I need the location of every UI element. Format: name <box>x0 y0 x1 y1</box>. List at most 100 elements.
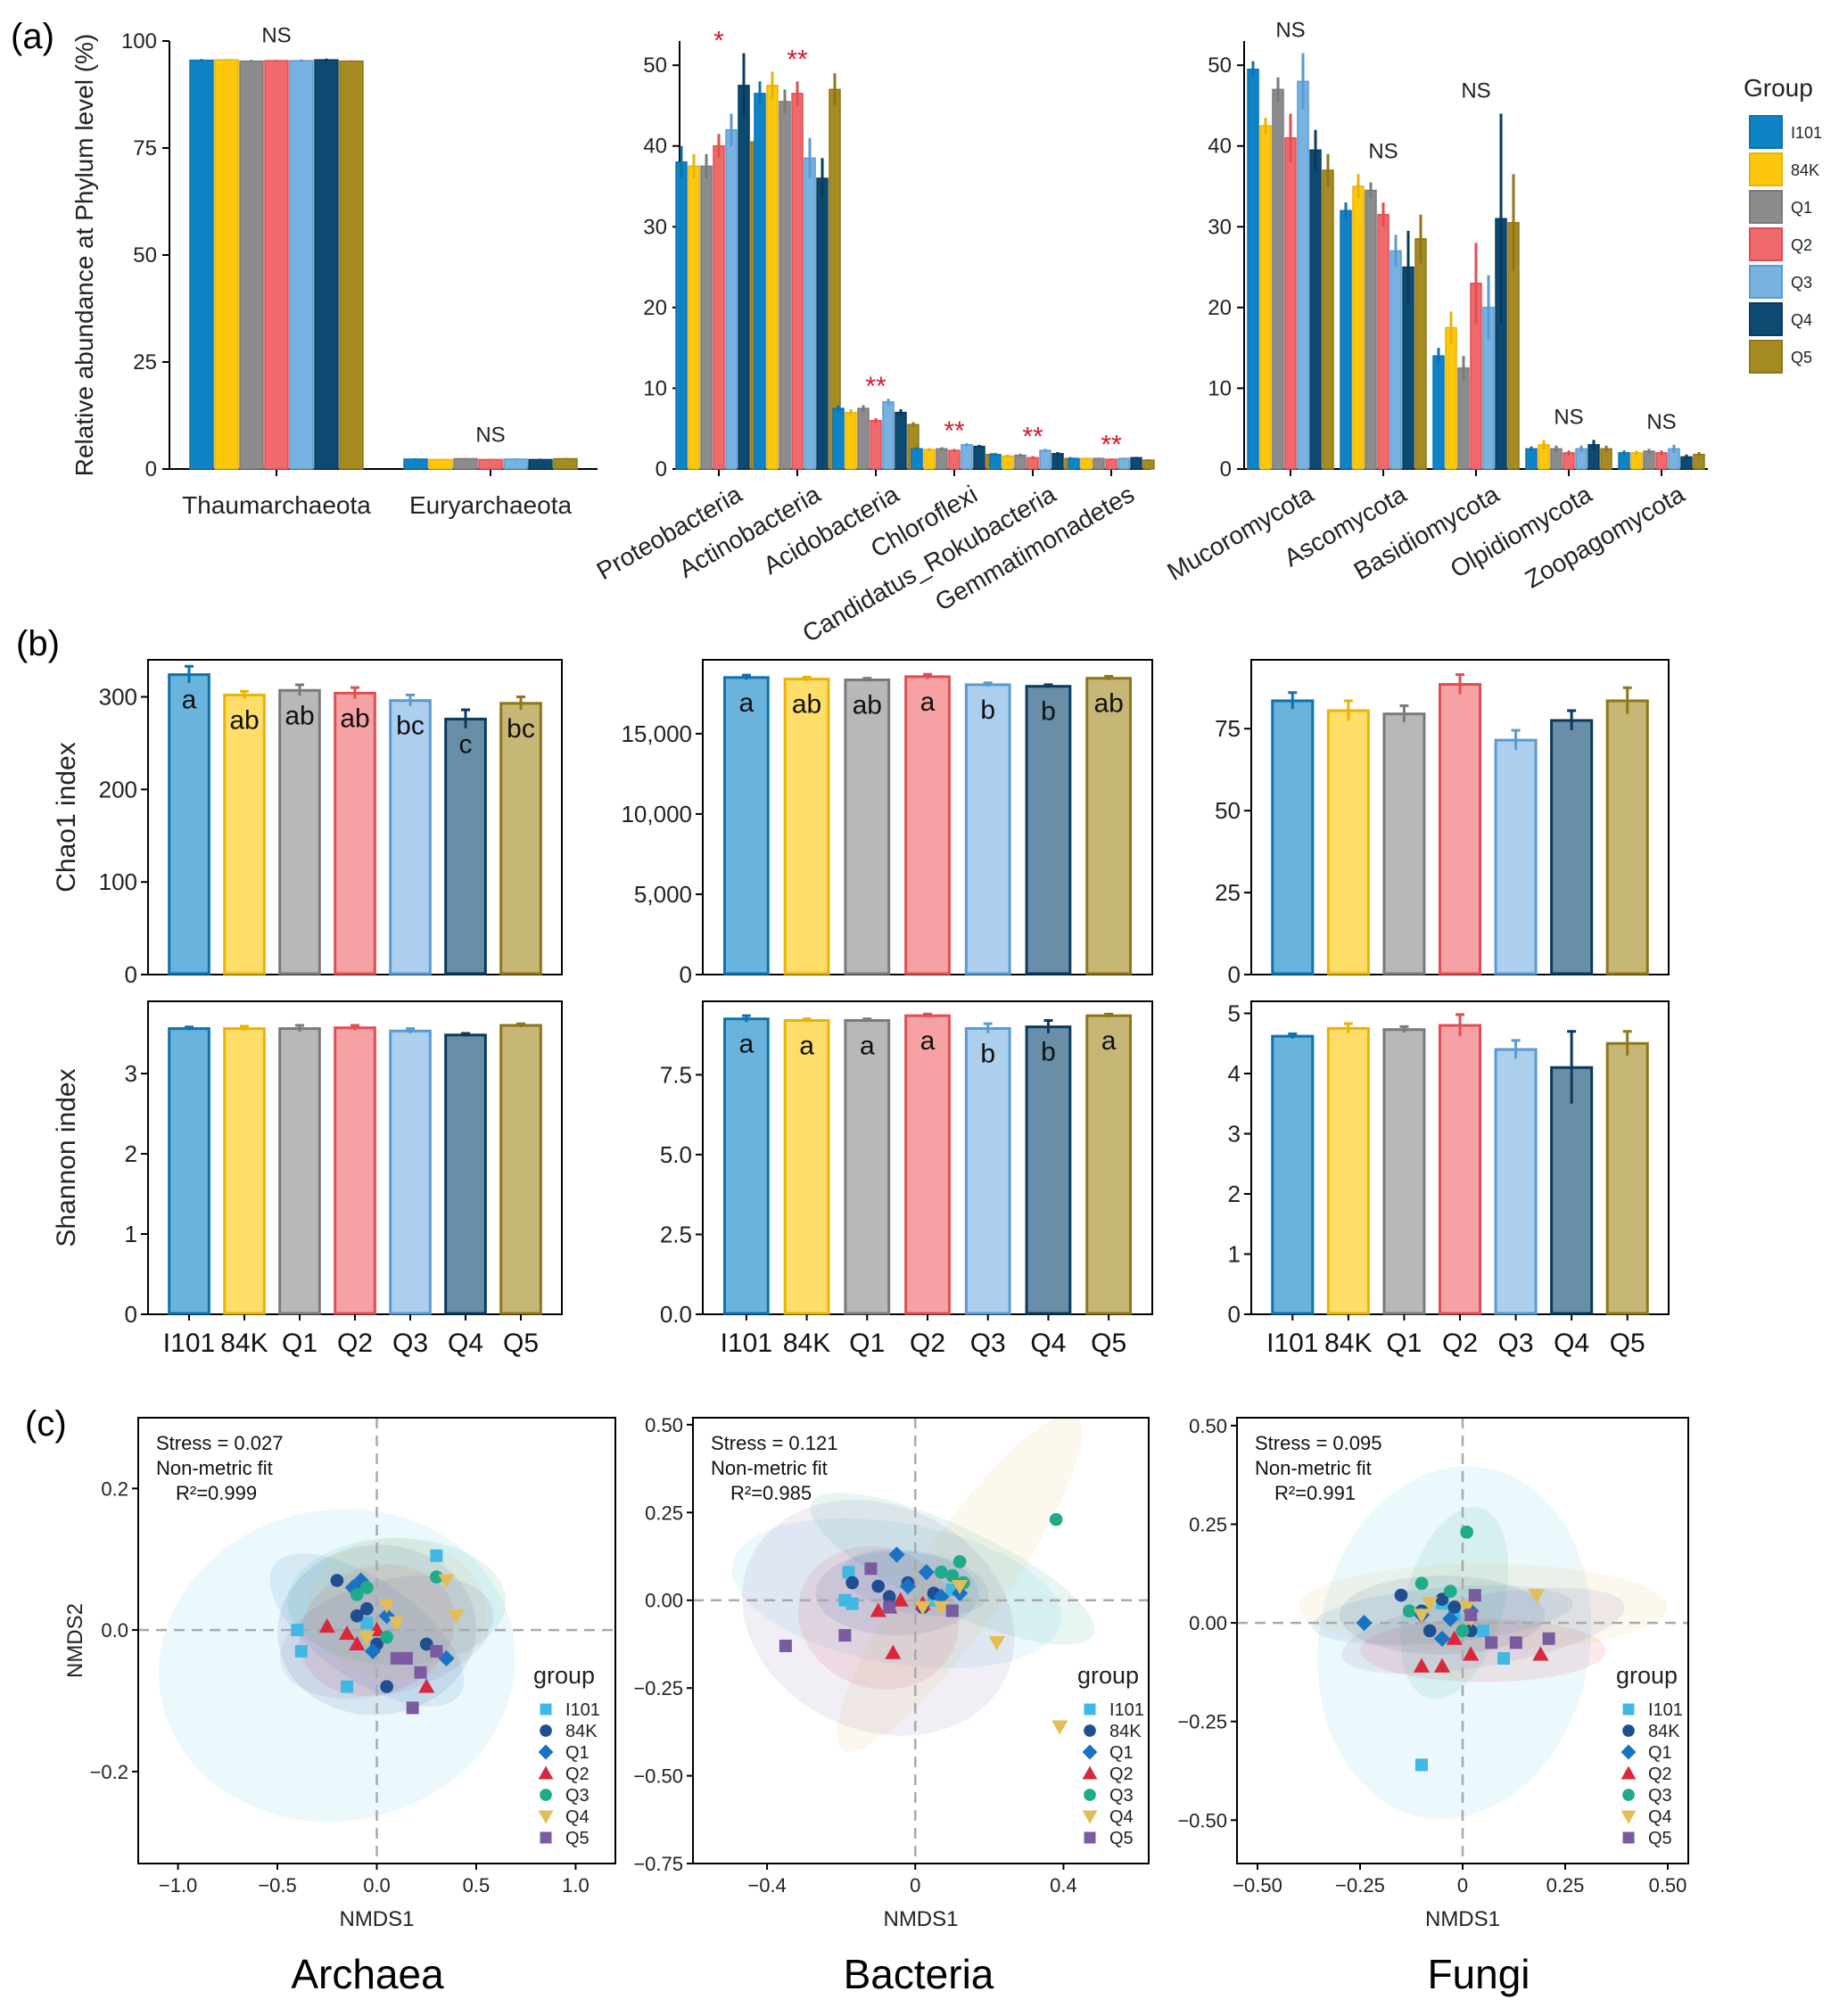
legend-label-q3: Q3 <box>1791 274 1812 292</box>
bar-olpidiomycota-i101 <box>1525 448 1538 470</box>
stress-annotation: Stress = 0.095 <box>1255 1432 1381 1454</box>
x-tick-label: 0.5 <box>463 1874 491 1897</box>
x-tick-label: −1.0 <box>159 1874 197 1897</box>
bar-gemmatimonadetes-q2 <box>1105 458 1117 470</box>
x-label-q4: Q4 <box>448 1329 483 1358</box>
bar-q1 <box>1382 712 1426 975</box>
y-tick-label: 50 <box>133 243 157 267</box>
plot-frame <box>692 1417 1150 1864</box>
bar-84k <box>223 1027 266 1315</box>
legend-marker-84k <box>1084 1724 1096 1737</box>
letter-label-q5: a <box>1101 1026 1117 1056</box>
point-q2 <box>885 1644 902 1659</box>
x-tick-label: −0.25 <box>1335 1874 1385 1897</box>
bar-acidobacteria-84k <box>845 411 857 470</box>
x-axis-title: NMDS1 <box>1425 1907 1500 1931</box>
ellipse-q3 <box>810 1493 1095 1645</box>
sig-label-olpidiomycota: NS <box>1554 405 1583 429</box>
x-tick-label: −0.4 <box>747 1874 786 1897</box>
fit-annotation: Non-metric fit <box>156 1457 273 1479</box>
point-i101 <box>430 1549 443 1562</box>
legend-marker-84k <box>540 1724 552 1737</box>
point-84k <box>360 1601 374 1616</box>
y-axis-title: Chao1 index <box>52 742 81 892</box>
x-label-euryarchaeota: Euryarchaeota <box>409 491 573 519</box>
x-label-q1: Q1 <box>1386 1329 1422 1358</box>
point-q5 <box>779 1639 792 1652</box>
bar-84k <box>783 1018 830 1315</box>
bar-q3 <box>1494 1048 1538 1315</box>
bar-chloroflexi-q3 <box>961 444 973 470</box>
bar-q3 <box>1494 738 1538 975</box>
chart-b6: 0 1 2 3 4 5 I101 84K Q1 Q2 Q3 Q4 Q5 <box>1228 1000 1670 1358</box>
letter-label-q2: a <box>920 1026 936 1056</box>
x-tick-label: 0 <box>910 1874 920 1897</box>
bar-acidobacteria-q1 <box>857 407 870 470</box>
bar-euryarchaeota-i101 <box>403 458 428 470</box>
y-tick-label: −0.50 <box>1177 1809 1227 1831</box>
bar-gemmatimonadetes-q1 <box>1093 457 1105 470</box>
bar-candidatus-rokubacteria-84k <box>1002 455 1014 470</box>
legend-label-84k: 84K <box>1109 1722 1142 1741</box>
legend-title: group <box>533 1662 595 1689</box>
y-tick-label: 0 <box>680 961 692 988</box>
y-tick-label: 0 <box>1228 961 1241 988</box>
point-84k <box>1394 1588 1408 1602</box>
bar-q5 <box>1605 699 1649 975</box>
plot-area <box>1237 1418 1688 1864</box>
legend-label-q1: Q1 <box>1648 1743 1672 1763</box>
letter-label-q1: ab <box>285 701 314 730</box>
x-label-q1: Q1 <box>282 1329 317 1358</box>
letter-label-q2: a <box>920 687 936 717</box>
y-tick-label: 25 <box>133 350 157 374</box>
legend-label-q5: Q5 <box>1109 1829 1134 1848</box>
y-tick-label: 0 <box>1220 457 1232 481</box>
legend-marker-i101 <box>540 1703 552 1716</box>
r2-annotation: R²=0.991 <box>1274 1482 1356 1504</box>
point-q5 <box>864 1562 878 1576</box>
bar-thaumarchaeota-q1 <box>239 60 264 470</box>
point-i101 <box>341 1680 354 1693</box>
bar-mucoromycota-q2 <box>1284 136 1297 470</box>
y-tick-label: 100 <box>99 868 137 895</box>
point-q3 <box>350 1588 364 1601</box>
bar-q2 <box>1438 1024 1482 1315</box>
panel-label-a: (a) <box>11 17 54 56</box>
y-tick-label: 3 <box>1228 1121 1241 1148</box>
x-tick-label: 0.50 <box>1649 1874 1687 1897</box>
point-i101 <box>842 1566 855 1579</box>
point-q2 <box>349 1635 366 1650</box>
y-tick-label: −0.75 <box>633 1853 683 1875</box>
chart-b4: 0 1 2 3 I101 84K Q1 Q2 Q3 Q4 Q5 Shannon index <box>52 1000 563 1358</box>
legend-marker-q2 <box>1620 1765 1637 1780</box>
sig-label-candidatus-rokubacteria: ** <box>1022 422 1043 451</box>
fit-annotation: Non-metric fit <box>1255 1457 1372 1479</box>
point-i101 <box>294 1644 308 1658</box>
x-tick-label: 0 <box>1457 1874 1468 1897</box>
bar-euryarchaeota-q5 <box>553 457 578 470</box>
legend-group: Group I101 84K Q1 Q2 Q3 Q4 Q5 <box>1744 74 1822 374</box>
ellipse-q5 <box>742 1500 1015 1736</box>
bar-proteobacteria-q3 <box>725 128 738 470</box>
x-label-q4: Q4 <box>1030 1329 1066 1358</box>
sig-label-zoopagomycota: NS <box>1646 410 1676 434</box>
point-q5 <box>945 1604 959 1617</box>
y-tick-label: 0.25 <box>1189 1513 1227 1535</box>
point-q2 <box>1463 1646 1480 1661</box>
bar-q2 <box>334 691 376 975</box>
point-q3 <box>1049 1512 1063 1526</box>
bar-q2 <box>334 1026 376 1315</box>
bar-q3 <box>964 683 1011 975</box>
y-tick-label: 0 <box>1228 1301 1241 1328</box>
bar-q4 <box>1025 685 1072 975</box>
letter-label-q5: ab <box>1093 689 1123 719</box>
point-q5 <box>390 1651 403 1665</box>
bar-q3 <box>389 699 432 975</box>
point-q4 <box>378 1599 395 1614</box>
ellipse-i101 <box>731 1518 1062 1668</box>
point-q3 <box>1414 1576 1429 1591</box>
point-84k <box>882 1590 896 1604</box>
point-q1 <box>1442 1610 1459 1627</box>
